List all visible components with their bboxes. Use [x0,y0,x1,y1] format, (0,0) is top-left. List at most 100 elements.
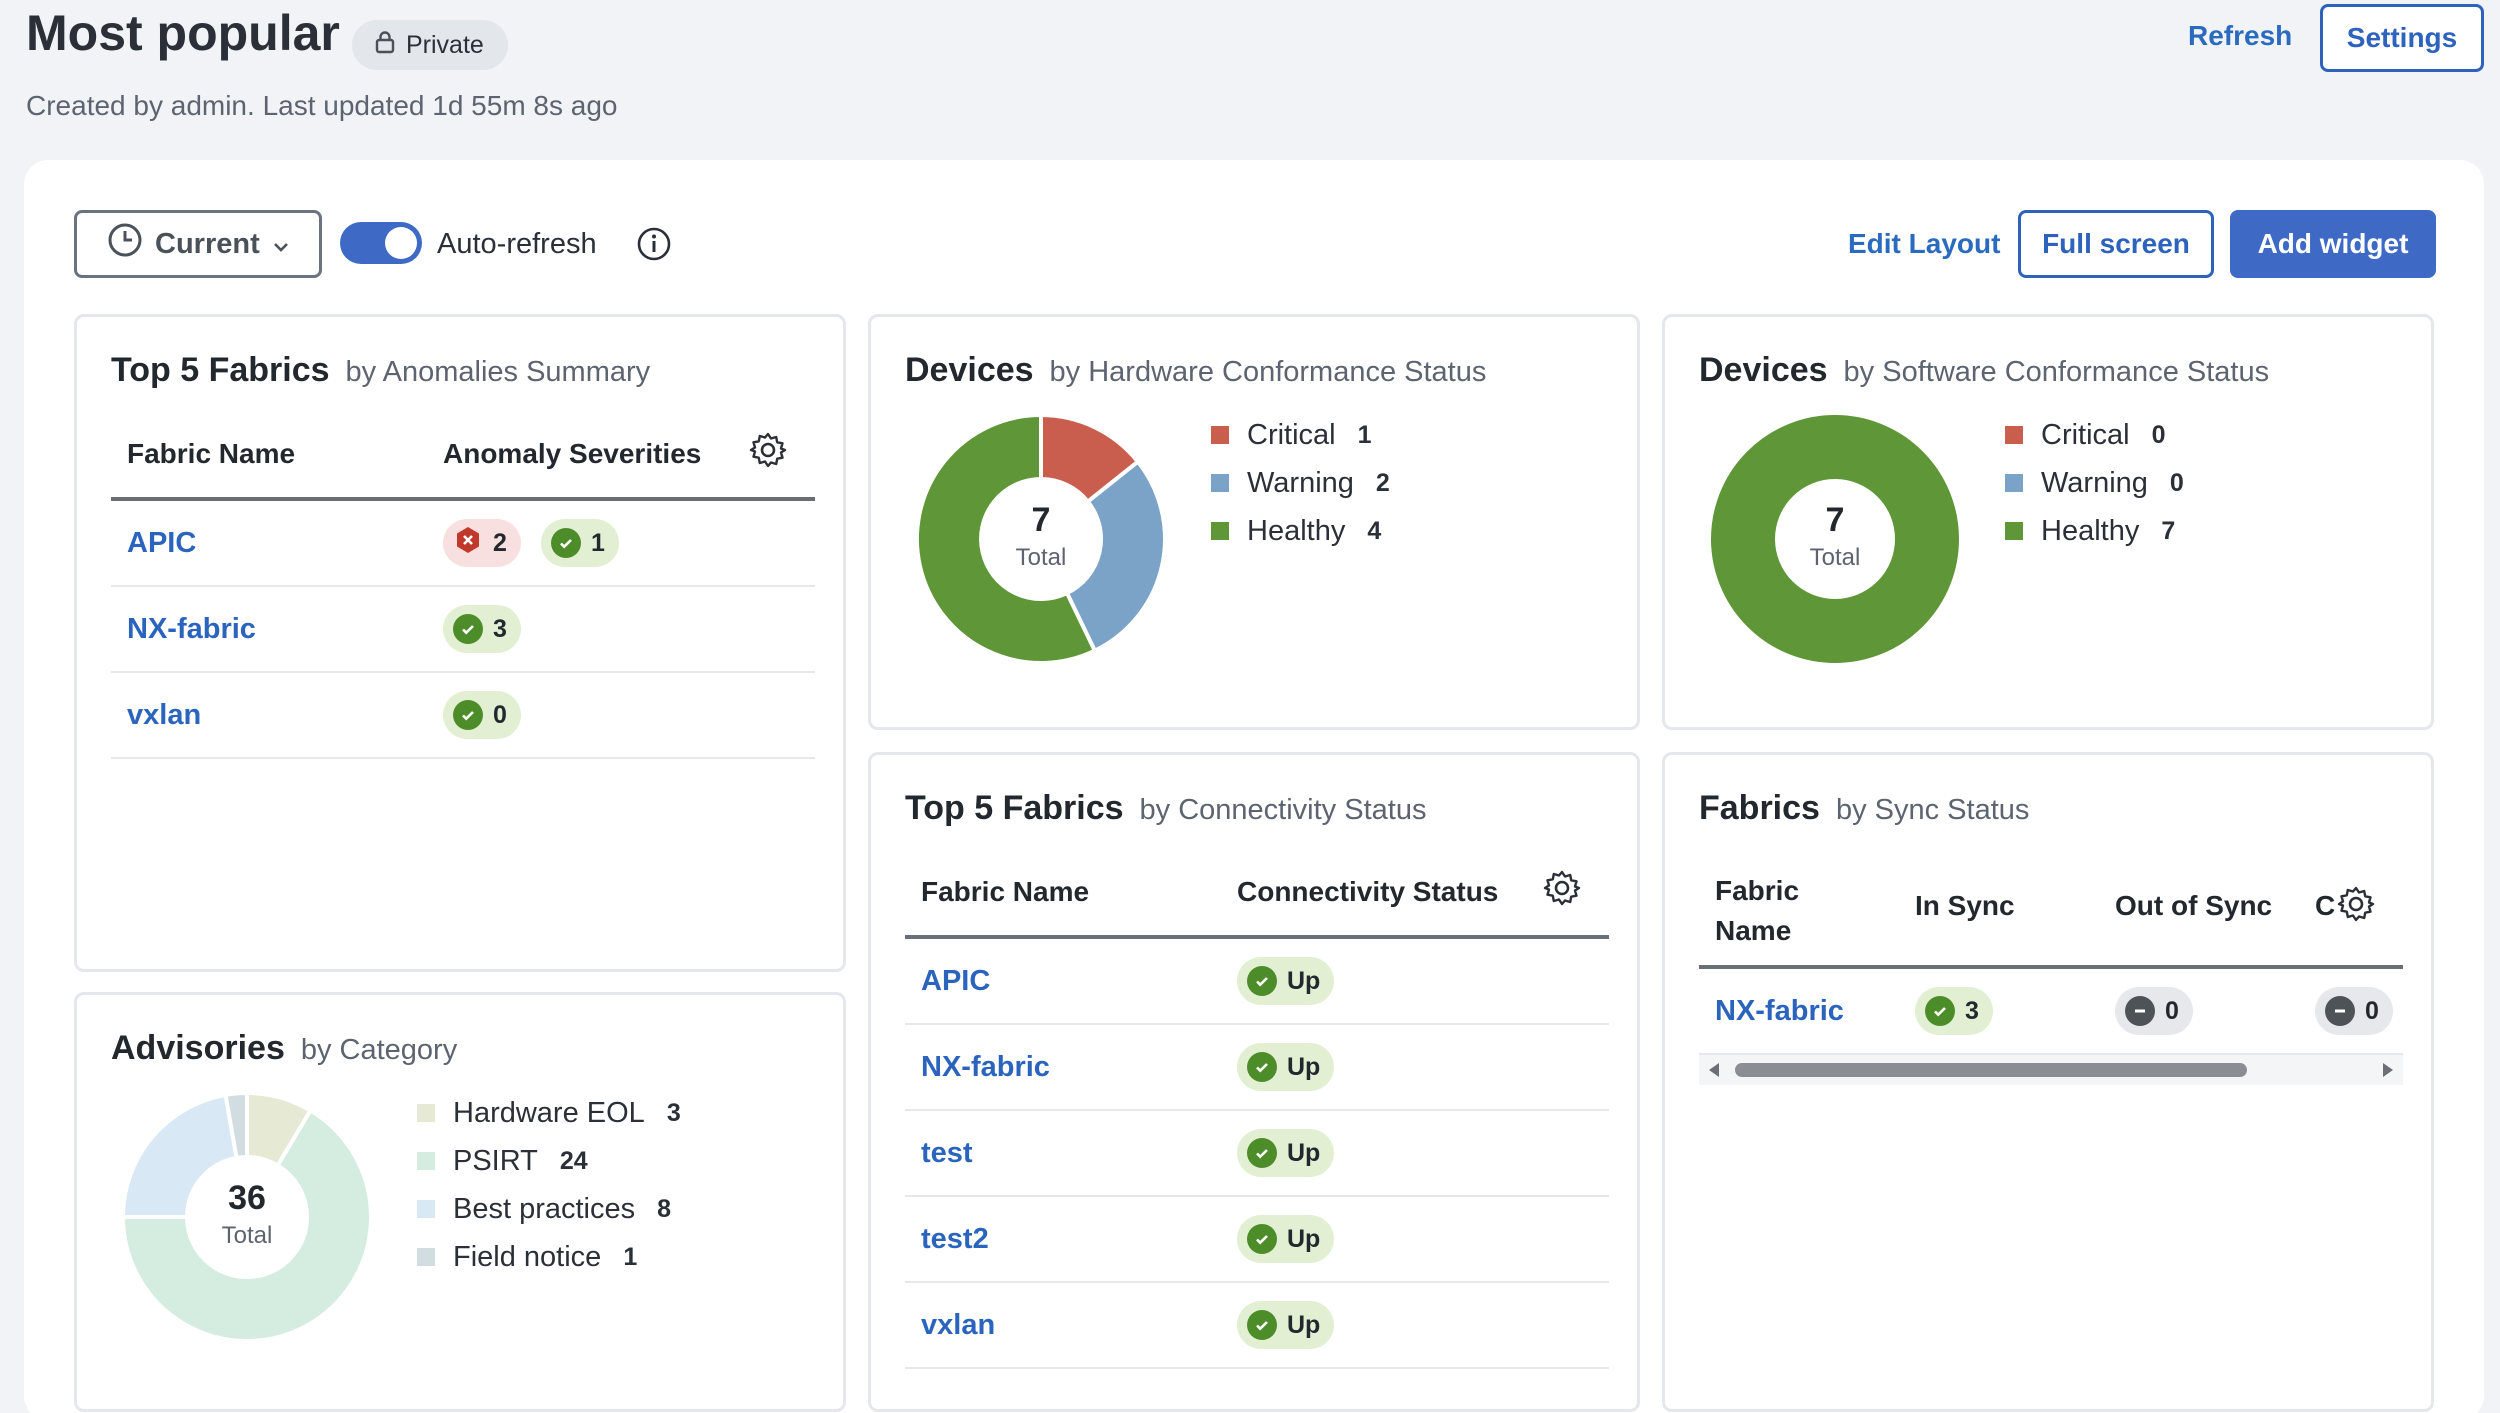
anomalies-widget: Top 5 Fabrics by Anomalies Summary Fabri… [74,314,846,972]
fabric-link-nx-fabric[interactable]: NX-fabric [127,613,256,645]
table-header-rule [111,497,815,501]
full-screen-button[interactable]: Full screen [2018,210,2214,278]
time-range-label: Current [155,227,260,260]
hardware-widget-title: Devices by Hardware Conformance Status [905,351,1487,389]
fabric-link-test[interactable]: test [921,1137,973,1169]
healthy-slice[interactable] [1711,415,1959,663]
lock-icon [374,30,396,61]
col-out-of-sync[interactable]: Out of Sync [2115,890,2273,921]
legend-item-critical[interactable]: Critical 1 [1211,411,1390,459]
col-fabric-name[interactable]: Fabric Name [127,438,296,469]
status-up-badge: Up [1237,1129,1335,1177]
check-circle-icon [1247,1052,1277,1082]
private-label: Private [406,30,484,59]
healthy-count-badge[interactable]: 1 [541,519,619,567]
info-icon[interactable] [636,226,672,267]
best-practices-slice[interactable] [121,1092,239,1219]
check-circle-icon [1247,1224,1277,1254]
anomalies-widget-title: Top 5 Fabrics by Anomalies Summary [111,351,651,389]
col-fabric-name[interactable]: Fabric Name [1715,875,1800,946]
warning-slice[interactable] [1064,458,1167,654]
check-circle-icon [453,614,483,644]
out-of-sync-badge: 0 [2115,987,2193,1035]
status-up-badge: Up [1237,1301,1335,1349]
edit-layout-link[interactable]: Edit Layout [1848,228,2001,259]
scroll-right-icon[interactable] [2381,1062,2395,1078]
minus-circle-icon [2325,996,2355,1026]
hardware-legend: Critical 1 Warning 2 Healthy 4 [1211,411,1390,555]
other-status-badge: 0 [2315,987,2393,1035]
fabric-link-apic[interactable]: APIC [127,527,197,559]
fabric-link-vxlan[interactable]: vxlan [127,699,202,731]
gear-icon[interactable] [749,431,787,474]
col-connectivity-status[interactable]: Connectivity Status [1237,876,1499,907]
connectivity-widget-title: Top 5 Fabrics by Connectivity Status [905,789,1427,827]
software-donut-chart[interactable] [1709,413,1961,665]
legend-item-hardware-eol[interactable]: Hardware EOL 3 [417,1089,681,1137]
auto-refresh-toggle[interactable] [340,222,422,264]
col-anomaly-severities[interactable]: Anomaly Severities [443,438,702,469]
advisories-donut-chart[interactable] [121,1091,373,1343]
gear-icon[interactable] [2337,885,2375,928]
software-legend: Critical 0 Warning 0 Healthy 7 [2005,411,2184,555]
legend-item-warning[interactable]: Warning 0 [2005,459,2184,507]
legend-item-critical[interactable]: Critical 0 [2005,411,2184,459]
critical-count-badge[interactable]: 2 [443,519,521,567]
check-circle-icon [1247,1138,1277,1168]
in-sync-badge: 3 [1915,987,1993,1035]
status-up-badge: Up [1237,1215,1335,1263]
horizontal-scrollbar[interactable] [1699,1055,2403,1085]
minus-circle-icon [2125,996,2155,1026]
fabric-link-nx-fabric[interactable]: NX-fabric [921,1051,1050,1083]
advisories-donut-total: 36 Total [221,1179,273,1249]
fabric-link-vxlan[interactable]: vxlan [921,1309,996,1341]
healthy-slice[interactable] [915,413,1098,665]
advisories-widget: Advisories by Category 36 Total Hardware… [74,992,846,1412]
legend-item-warning[interactable]: Warning 2 [1211,459,1390,507]
check-circle-icon [1925,996,1955,1026]
col-fabric-name[interactable]: Fabric Name [921,876,1090,907]
hardware-donut-total: 7 Total [1015,501,1067,571]
fabric-link-apic[interactable]: APIC [921,965,991,997]
advisories-legend: Hardware EOL 3 PSIRT 24 Best practices 8 Fi… [417,1089,681,1281]
private-badge: Private [352,20,508,70]
psirt-slice[interactable] [121,1107,373,1343]
connectivity-widget: Top 5 Fabrics by Connectivity Status Fab… [868,752,1640,1412]
check-circle-icon [551,528,581,558]
legend-item-healthy[interactable]: Healthy 4 [1211,507,1390,555]
page-title: Most popular [26,5,340,61]
col-in-sync[interactable]: In Sync [1915,890,2015,921]
fabric-link-test2[interactable]: test2 [921,1223,989,1255]
gear-icon[interactable] [1543,869,1581,912]
auto-refresh-label: Auto-refresh [437,228,597,260]
check-circle-icon [453,700,483,730]
legend-item-psirt[interactable]: PSIRT 24 [417,1137,681,1185]
scrollbar-thumb[interactable] [1735,1063,2247,1077]
hardware-conformance-widget: Devices by Hardware Conformance Status 7… [868,314,1640,730]
status-up-badge: Up [1237,1043,1335,1091]
advisories-widget-title: Advisories by Category [111,1029,458,1067]
sync-widget-title: Fabrics by Sync Status [1699,789,2030,827]
software-widget-title: Devices by Software Conformance Status [1699,351,2270,389]
check-circle-icon [1247,1310,1277,1340]
legend-item-best-practices[interactable]: Best practices 8 [417,1185,681,1233]
field-notice-slice[interactable] [223,1091,249,1161]
healthy-count-badge[interactable]: 0 [443,691,521,739]
settings-button[interactable]: Settings [2320,4,2484,72]
legend-item-healthy[interactable]: Healthy 7 [2005,507,2184,555]
chevron-down-icon [272,228,290,261]
add-widget-button[interactable]: Add widget [2230,210,2436,278]
software-donut-total: 7 Total [1809,501,1861,571]
healthy-count-badge[interactable]: 3 [443,605,521,653]
hardware-donut-chart[interactable] [915,413,1167,665]
scroll-left-icon[interactable] [1707,1062,1721,1078]
legend-item-field-notice[interactable]: Field notice 1 [417,1233,681,1281]
sync-status-widget: Fabrics by Sync Status Fabric Name In Sy… [1662,752,2434,1412]
col-truncated[interactable]: C [2315,890,2336,921]
status-up-badge: Up [1237,957,1335,1005]
fabric-link-nx-fabric[interactable]: NX-fabric [1715,995,1844,1027]
refresh-link[interactable]: Refresh [2188,20,2293,51]
critical-hexagon-icon [453,525,483,562]
check-circle-icon [1247,966,1277,996]
time-range-select[interactable]: Current [74,210,322,278]
